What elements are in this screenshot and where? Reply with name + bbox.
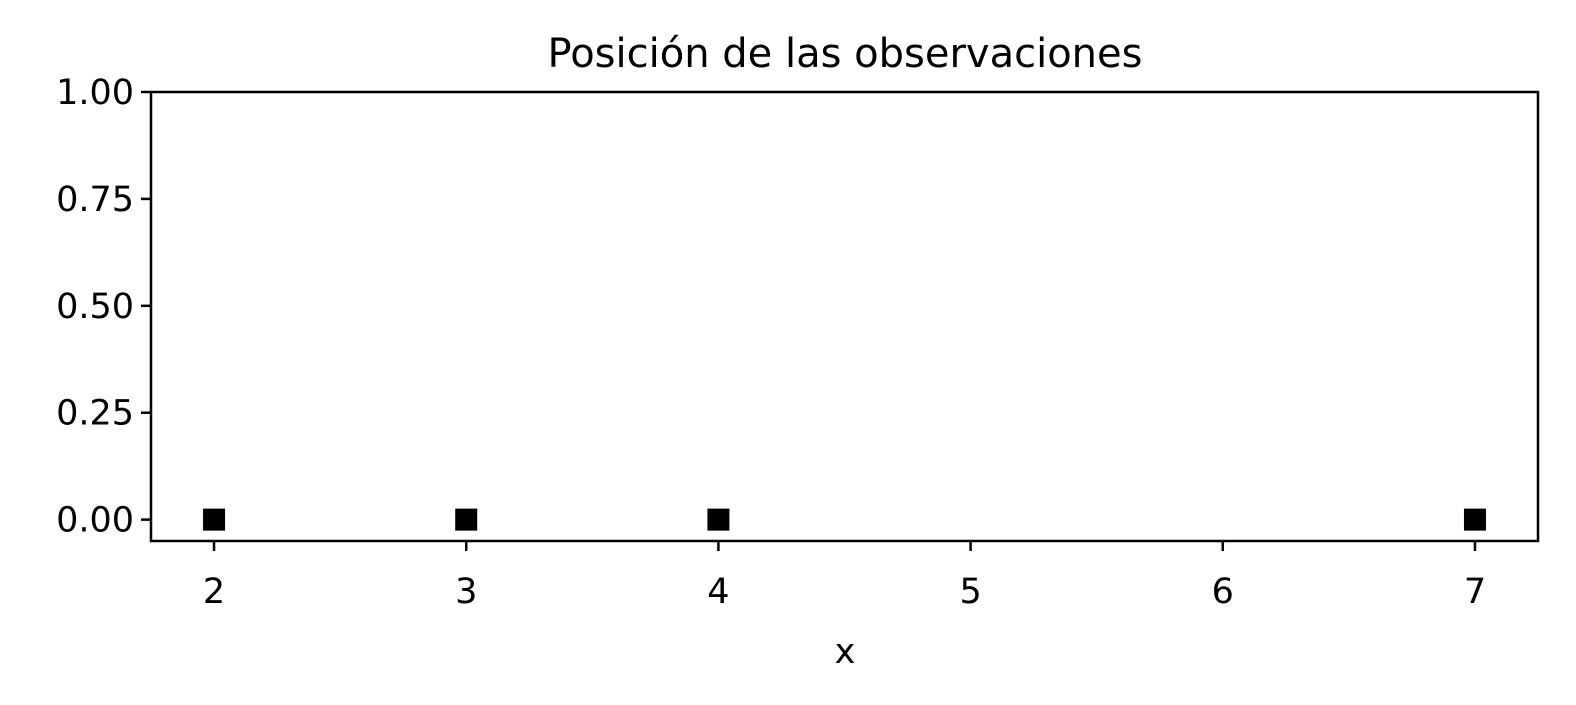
x-tick-label: 5 (959, 572, 981, 612)
x-tick-label: 4 (707, 572, 729, 612)
y-tick-label: 0.25 (56, 394, 134, 434)
y-axis: 0.00 0.25 0.50 0.75 1.00 (56, 73, 151, 541)
x-tick-label: 7 (1464, 572, 1486, 612)
data-point (203, 508, 226, 531)
data-point (455, 508, 478, 531)
plot-area-frame (149, 90, 1540, 543)
x-tick-label: 6 (1212, 572, 1234, 612)
data-points (203, 508, 1486, 531)
x-axis: 2 3 4 5 6 7 (203, 541, 1486, 612)
chart-title: Posición de las observaciones (548, 31, 1143, 77)
x-tick-label: 3 (455, 572, 477, 612)
y-tick-label: 0.00 (56, 501, 134, 541)
y-tick-label: 1.00 (56, 73, 134, 113)
y-tick-label: 0.50 (56, 287, 134, 327)
data-point (707, 508, 730, 531)
y-tick-label: 0.75 (56, 180, 134, 220)
data-point (1463, 508, 1486, 531)
x-tick-label: 2 (203, 572, 225, 612)
x-axis-label: x (835, 632, 856, 672)
